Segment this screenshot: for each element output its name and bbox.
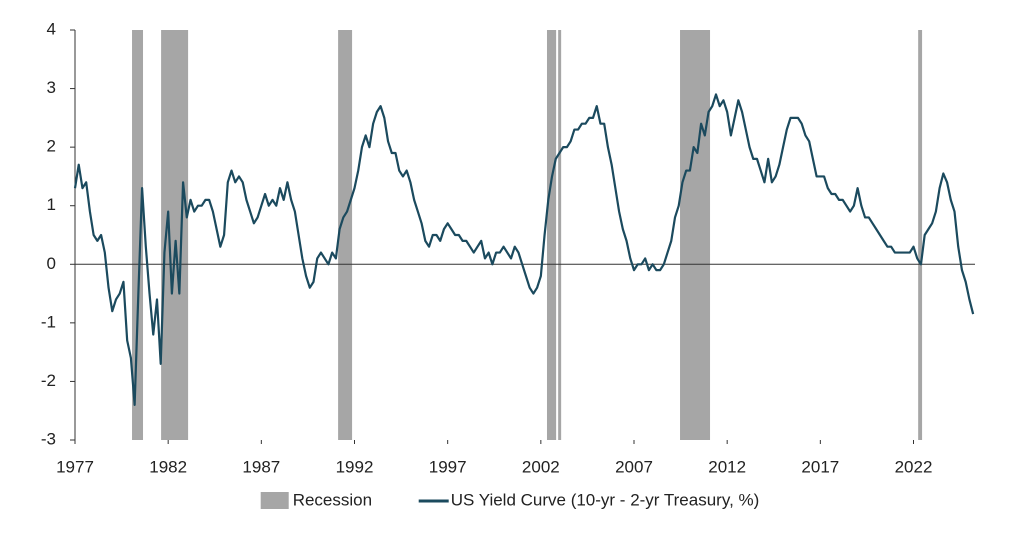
- y-tick-label: -3: [41, 429, 56, 448]
- recession-band: [546, 30, 557, 440]
- y-tick-label: -1: [41, 312, 56, 331]
- y-tick-label: 0: [47, 254, 56, 273]
- legend-swatch-recession: [260, 492, 289, 509]
- x-tick-label: 1982: [149, 457, 187, 476]
- recession-band: [132, 30, 144, 440]
- y-tick-label: -2: [41, 371, 56, 390]
- recession-band: [558, 30, 562, 440]
- y-tick-label: 4: [47, 19, 56, 38]
- x-tick-label: 1987: [242, 457, 280, 476]
- recession-band: [918, 30, 923, 440]
- x-tick-label: 2007: [615, 457, 653, 476]
- x-tick-label: 2022: [895, 457, 933, 476]
- legend-label: US Yield Curve (10-yr - 2-yr Treasury, %…: [451, 490, 760, 509]
- x-tick-label: 1977: [56, 457, 94, 476]
- yield-curve-line: [73, 93, 975, 406]
- recession-band: [680, 30, 711, 440]
- x-tick-label: 2017: [801, 457, 839, 476]
- x-tick-label: 2002: [522, 457, 560, 476]
- x-tick-label: 2012: [708, 457, 746, 476]
- recession-band: [338, 30, 353, 440]
- legend: Recession US Yield Curve (10-yr - 2-yr T…: [260, 490, 760, 509]
- y-tick-label: 2: [47, 137, 56, 156]
- x-tick-label: 1992: [336, 457, 374, 476]
- y-tick-label: 1: [47, 195, 56, 214]
- y-tick-label: 3: [47, 78, 56, 97]
- x-tick-label: 1997: [429, 457, 467, 476]
- legend-label: Recession: [293, 490, 372, 509]
